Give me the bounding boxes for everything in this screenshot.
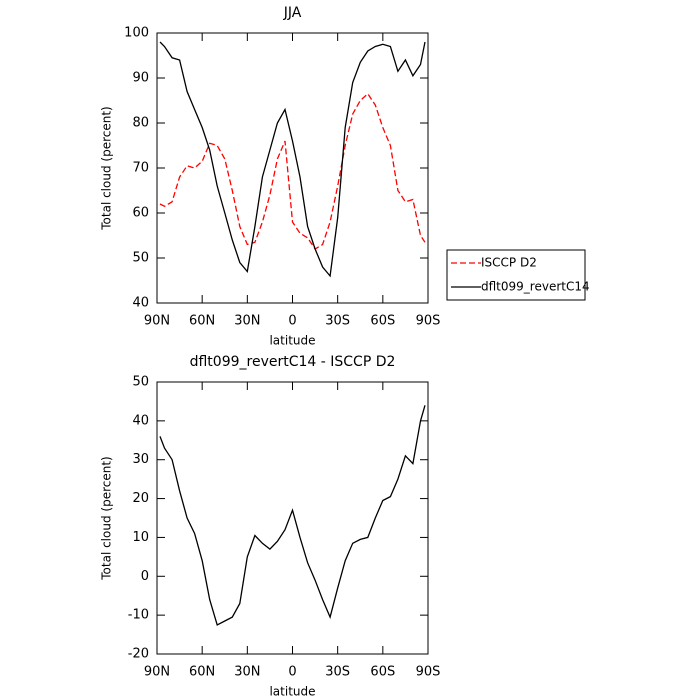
y-axis-label: Total cloud (percent) bbox=[100, 106, 114, 230]
x-tick-label: 0 bbox=[288, 665, 296, 680]
y-tick-label: 90 bbox=[132, 71, 149, 86]
y-tick-label: 100 bbox=[124, 26, 149, 41]
y-axis-label: Total cloud (percent) bbox=[100, 456, 114, 580]
chart-title: JJA bbox=[283, 5, 302, 21]
y-tick-label: 70 bbox=[132, 161, 149, 176]
x-tick-label: 90N bbox=[144, 665, 170, 680]
x-tick-label: 60S bbox=[370, 314, 395, 329]
y-tick-label: 30 bbox=[132, 452, 149, 467]
y-tick-label: 20 bbox=[132, 491, 149, 506]
legend-label: dflt099_revertC14 bbox=[481, 280, 590, 294]
plot-frame bbox=[156, 32, 429, 304]
x-tick-label: 30N bbox=[234, 665, 260, 680]
y-tick-label: 50 bbox=[132, 375, 149, 390]
y-tick-label: 80 bbox=[132, 116, 149, 131]
y-tick-label: 50 bbox=[132, 251, 149, 266]
y-tick-label: -20 bbox=[128, 647, 149, 662]
y-tick-label: 0 bbox=[141, 569, 149, 584]
y-tick-label: 10 bbox=[132, 530, 149, 545]
data-line bbox=[159, 41, 426, 278]
y-tick-label: 40 bbox=[132, 413, 149, 428]
x-tick-label: 60N bbox=[189, 314, 215, 329]
legend-box bbox=[446, 249, 586, 301]
x-tick-label: 90N bbox=[144, 314, 170, 329]
y-tick-label: -10 bbox=[128, 608, 149, 623]
x-tick-label: 30N bbox=[234, 314, 260, 329]
data-line bbox=[159, 92, 426, 250]
y-tick-label: 40 bbox=[132, 296, 149, 311]
x-tick-label: 90S bbox=[416, 665, 441, 680]
plot-frame bbox=[156, 381, 429, 655]
x-tick-label: 60N bbox=[189, 665, 215, 680]
x-tick-label: 60S bbox=[370, 665, 395, 680]
x-tick-label: 90S bbox=[416, 314, 441, 329]
chart-title: dflt099_revertC14 - ISCCP D2 bbox=[190, 354, 396, 370]
y-tick-label: 60 bbox=[132, 206, 149, 221]
x-tick-label: 30S bbox=[325, 665, 350, 680]
data-line bbox=[159, 405, 426, 626]
x-tick-label: 0 bbox=[288, 314, 296, 329]
x-tick-label: 30S bbox=[325, 314, 350, 329]
x-axis-label: latitude bbox=[269, 334, 315, 348]
legend-label: ISCCP D2 bbox=[481, 256, 537, 270]
x-axis-label: latitude bbox=[269, 685, 315, 699]
